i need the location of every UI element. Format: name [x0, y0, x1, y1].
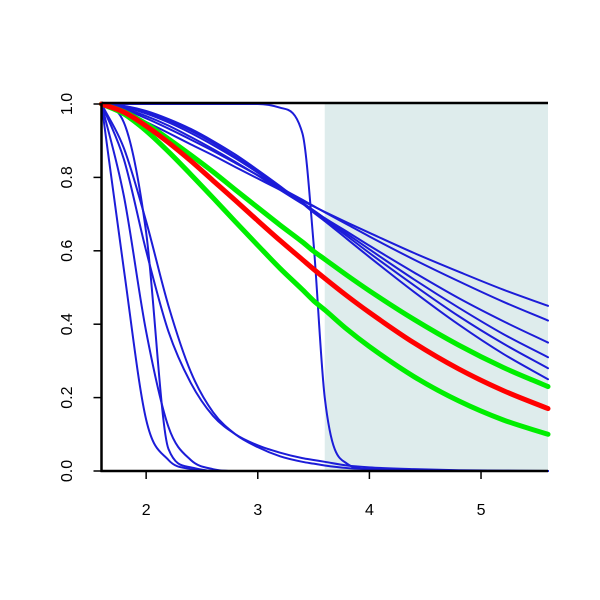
curve	[100, 103, 549, 472]
y-tick-label: 0.8	[59, 166, 76, 188]
curve	[100, 103, 549, 381]
curve	[99, 101, 551, 390]
y-tick-label: 0.2	[59, 386, 76, 408]
y-tick-label: 0.6	[59, 240, 76, 262]
curve	[99, 101, 551, 437]
x-tick-label: 5	[477, 502, 486, 519]
x-tick-label: 2	[142, 502, 151, 519]
y-tick-label: 0.0	[59, 460, 76, 482]
shade-layer	[324, 104, 548, 471]
x-tick-label: 4	[365, 502, 374, 519]
axes-layer: 2 3 4 5 0.0 0.2 0.4 0.6 0.8 1.0	[59, 93, 548, 519]
y-tick-label: 1.0	[59, 93, 76, 115]
x-tick-label: 3	[253, 502, 262, 519]
curve	[99, 101, 551, 412]
curve	[100, 103, 549, 344]
shaded-region	[324, 104, 548, 471]
y-tick-label: 0.4	[59, 313, 76, 335]
